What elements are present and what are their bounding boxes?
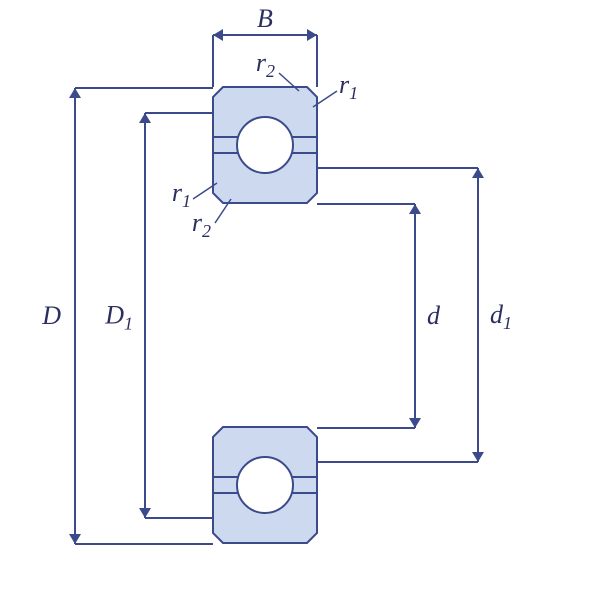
- ball: [237, 117, 293, 173]
- label-r1-top: r1: [339, 70, 358, 103]
- label-D1: D1: [104, 301, 133, 334]
- label-d1: d1: [490, 300, 512, 333]
- ball: [237, 457, 293, 513]
- label-r2-bottom: r2: [192, 208, 211, 241]
- label-r2-top: r2: [256, 48, 275, 81]
- label-B: B: [257, 4, 273, 33]
- label-d: d: [427, 301, 441, 330]
- label-D: D: [41, 301, 61, 330]
- bearing-diagram: DD1dd1Br2r1r1r2: [0, 0, 600, 600]
- label-r1-bottom: r1: [172, 178, 191, 211]
